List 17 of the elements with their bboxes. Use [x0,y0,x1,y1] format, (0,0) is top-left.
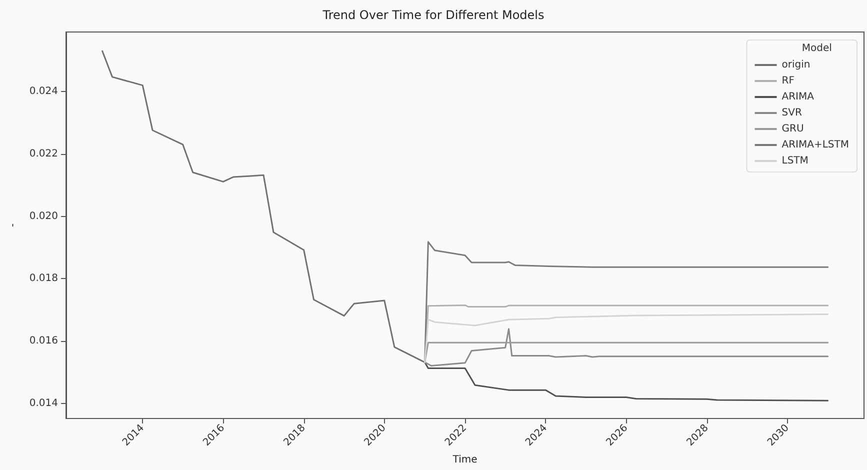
legend-label: ARIMA [782,92,814,102]
y-axis-title: - [8,223,18,228]
legend-label: origin [782,60,810,70]
legend-label: LSTM [782,156,808,166]
chart-title: Trend Over Time for Different Models [322,8,544,22]
legend-label: SVR [782,108,802,118]
y-tick-label: 0.014 [29,398,58,409]
x-axis-title: Time [452,454,478,466]
y-tick-label: 0.016 [29,336,58,347]
y-tick-label: 0.018 [29,273,58,284]
legend-label: GRU [782,124,804,134]
y-tick-label: 0.020 [29,210,58,222]
y-tick-label: 0.022 [29,148,58,160]
legend-label: RF [782,76,795,86]
legend-title: Model [802,43,832,54]
legend-label: ARIMA+LSTM [782,140,850,150]
y-tick-label: 0.024 [29,86,58,98]
